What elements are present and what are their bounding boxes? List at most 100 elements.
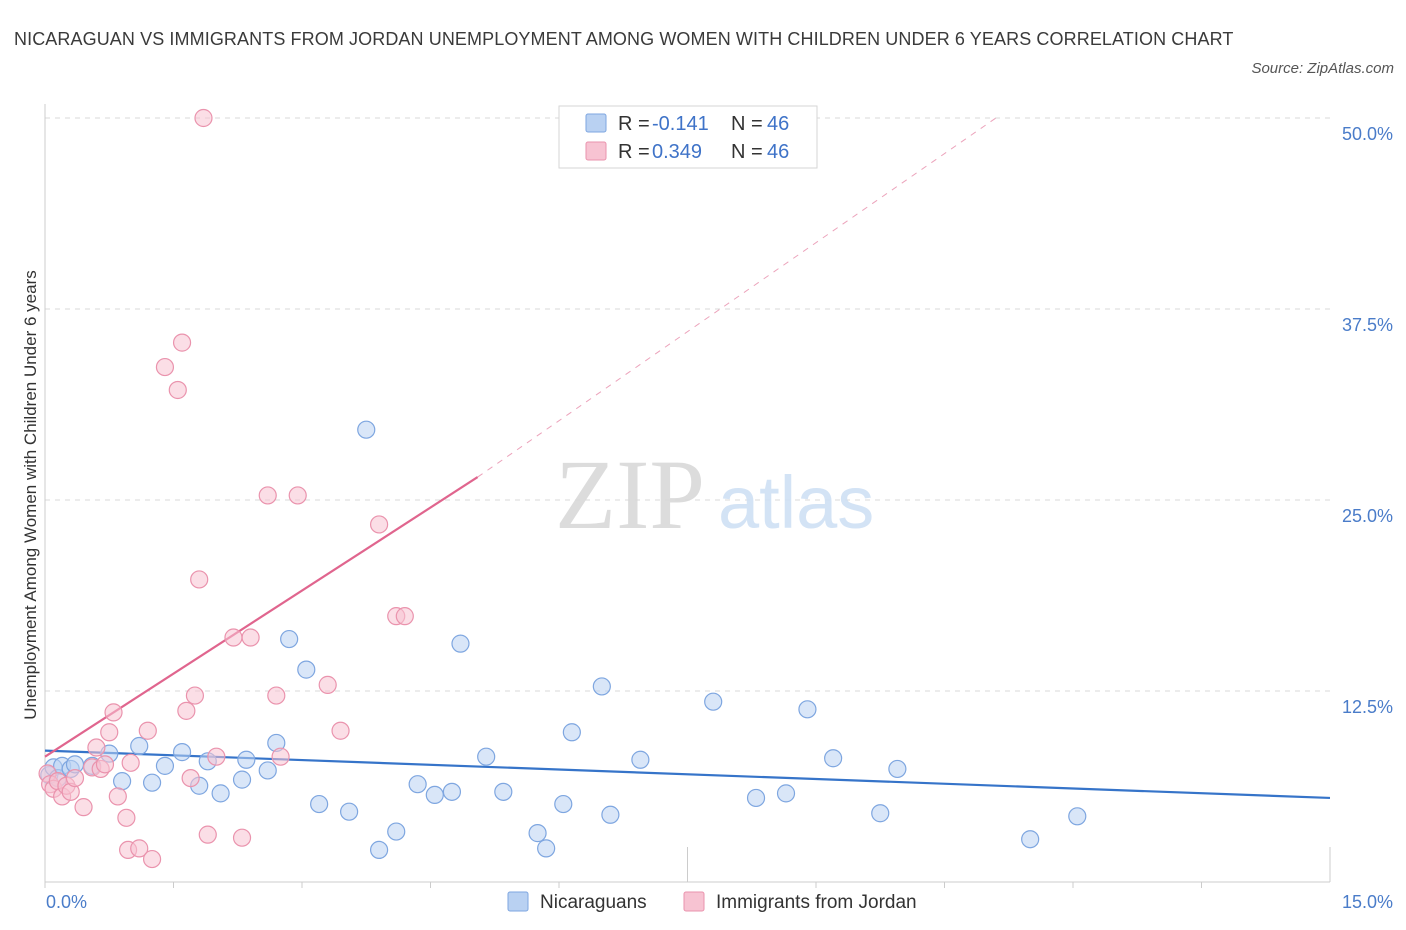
nicaraguan-point — [310, 794, 329, 814]
nicaraguan-point — [562, 723, 581, 742]
jordan-point — [142, 849, 162, 869]
x-tick-label: 0.0% — [46, 892, 87, 912]
nicaraguan-point — [494, 782, 513, 801]
legend-n-label: N = — [731, 141, 763, 163]
nicaraguan-point — [130, 736, 149, 756]
jordan-point — [155, 357, 175, 377]
y-tick-labels: 12.5% 25.0% 37.5% 50.0% — [1342, 124, 1393, 717]
grid-lines — [45, 117, 1330, 692]
nicaraguan-point — [155, 756, 175, 775]
jordan-point — [181, 768, 200, 788]
jordan-point — [108, 787, 127, 806]
nicaraguan-point — [528, 824, 547, 843]
nicaraguan-point — [387, 822, 406, 841]
nicaraguan-trend-line — [44, 749, 1331, 800]
nicaraguan-point — [776, 784, 796, 803]
legend-bottom: Nicaraguans Immigrants from Jordan — [507, 891, 917, 913]
nicaraguan-point — [537, 839, 556, 858]
jordan-point — [207, 747, 226, 766]
jordan-point — [95, 755, 115, 774]
legend-r-value: -0.141 — [652, 113, 709, 135]
nicaraguan-point — [258, 761, 277, 780]
jordan-point — [241, 628, 260, 647]
jordan-point — [168, 380, 187, 400]
nicaraguan-point — [408, 775, 427, 794]
legend-label-jordan: Immigrants from Jordan — [716, 892, 917, 913]
jordan-point — [65, 768, 85, 788]
nicaraguan-point — [592, 677, 611, 696]
jordan-trend-extension — [477, 117, 997, 478]
legend-top: R = -0.141 N = 46 R = 0.349 N = 46 — [558, 105, 818, 169]
jordan-point — [258, 486, 277, 505]
y-tick-label: 50.0% — [1342, 124, 1393, 144]
jordan-point — [224, 628, 243, 647]
nicaraguan-point — [704, 692, 723, 711]
watermark-atlas: atlas — [718, 461, 874, 544]
axes — [44, 104, 1331, 888]
watermark-zip: ZIP — [555, 439, 705, 550]
jordan-point — [198, 825, 217, 844]
y-tick-label: 25.0% — [1342, 506, 1393, 526]
legend-label-nicaraguans: Nicaraguans — [540, 892, 647, 913]
jordan-point — [104, 703, 123, 722]
jordan-point — [190, 570, 209, 589]
jordan-point — [172, 333, 192, 352]
jordan-point — [177, 701, 196, 720]
nicaraguan-point — [746, 788, 766, 808]
nicaraguan-point — [232, 770, 252, 789]
jordan-point — [318, 675, 337, 694]
nicaraguan-point — [601, 805, 620, 824]
nicaraguan-point — [357, 420, 376, 439]
jordan-point — [395, 607, 414, 626]
jordan-point — [87, 738, 106, 757]
chart-title: NICARAGUAN VS IMMIGRANTS FROM JORDAN UNE… — [14, 29, 1234, 49]
x-tick-label: 15.0% — [1342, 892, 1393, 912]
watermark: ZIP atlas — [555, 439, 874, 550]
nicaraguan-point — [798, 700, 817, 719]
jordan-point — [232, 828, 252, 847]
nicaraguan-point — [297, 660, 316, 679]
jordan-point — [117, 808, 136, 827]
jordan-point — [370, 515, 389, 534]
legend-n-value: 46 — [767, 141, 789, 163]
jordan-point — [74, 798, 93, 817]
legend-swatch-jordan — [683, 891, 705, 912]
legend-r-label: R = — [618, 113, 650, 135]
nicaraguan-point — [824, 749, 843, 768]
jordan-point — [194, 108, 213, 128]
nicaraguan-point — [112, 772, 132, 791]
y-tick-label: 37.5% — [1342, 315, 1393, 335]
jordan-point — [121, 753, 140, 772]
jordan-point — [271, 747, 290, 766]
jordan-point — [267, 686, 286, 705]
nicaraguan-point — [340, 802, 359, 821]
nicaraguan-point — [477, 747, 496, 766]
nicaraguan-point — [451, 634, 470, 653]
jordan-point — [130, 839, 149, 858]
nicaraguan-point — [370, 840, 389, 860]
source-label: Source: ZipAtlas.com — [1251, 60, 1394, 77]
legend-r-label: R = — [618, 141, 650, 163]
nicaraguan-point — [1021, 830, 1040, 849]
nicaraguan-point — [1068, 807, 1087, 826]
y-axis-label: Unemployment Among Women with Children U… — [21, 270, 40, 719]
nicaraguan-point — [172, 743, 192, 762]
nicaraguan-point — [442, 782, 462, 801]
jordan-point — [100, 723, 119, 742]
jordan-point — [288, 486, 307, 505]
nicaraguan-point — [425, 785, 444, 805]
legend-swatch-nicaraguans — [507, 891, 529, 912]
nicaraguan-point — [871, 804, 890, 823]
nicaraguan-point — [237, 750, 256, 769]
y-tick-label: 12.5% — [1342, 697, 1393, 717]
nicaraguan-point — [142, 773, 162, 792]
legend-n-label: N = — [731, 113, 763, 135]
jordan-point — [331, 721, 350, 740]
jordan-point — [185, 686, 205, 705]
legend-n-value: 46 — [767, 113, 789, 135]
legend-r-value: 0.349 — [652, 141, 702, 163]
x-tick-labels: 0.0% 15.0% — [46, 892, 1393, 912]
nicaraguan-point — [554, 794, 573, 814]
nicaraguan-point — [888, 759, 907, 779]
